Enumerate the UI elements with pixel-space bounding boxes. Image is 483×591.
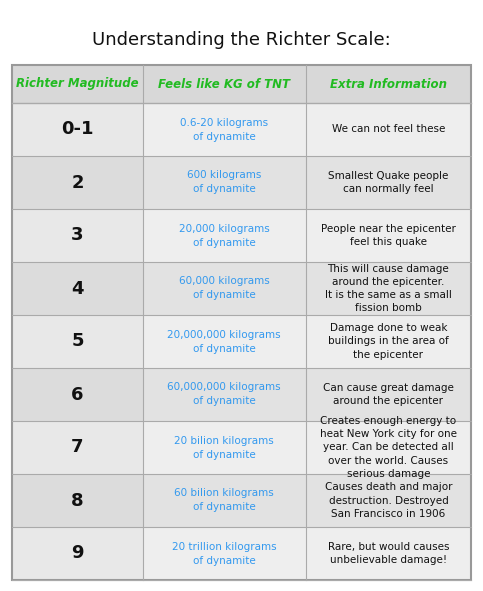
Bar bbox=[12, 474, 471, 527]
Text: Richter Magnitude: Richter Magnitude bbox=[16, 77, 139, 90]
Text: People near the epicenter
feel this quake: People near the epicenter feel this quak… bbox=[321, 224, 456, 247]
Bar bbox=[12, 103, 471, 156]
Text: Creates enough energy to
heat New York city for one
year. Can be detected all
ov: Creates enough energy to heat New York c… bbox=[320, 416, 457, 479]
Bar bbox=[12, 368, 471, 421]
Text: 20,000,000 kilograms
of dynamite: 20,000,000 kilograms of dynamite bbox=[168, 330, 281, 353]
Text: Rare, but would causes
unbelievable damage!: Rare, but would causes unbelievable dama… bbox=[327, 542, 449, 565]
Text: 60,000 kilograms
of dynamite: 60,000 kilograms of dynamite bbox=[179, 277, 270, 300]
Text: Can cause great damage
around the epicenter: Can cause great damage around the epicen… bbox=[323, 383, 454, 406]
Bar bbox=[12, 262, 471, 315]
Text: 2: 2 bbox=[71, 174, 84, 191]
Bar bbox=[12, 103, 143, 156]
Text: Smallest Quake people
can normally feel: Smallest Quake people can normally feel bbox=[328, 171, 449, 194]
Text: 0-1: 0-1 bbox=[61, 121, 94, 138]
Text: 6: 6 bbox=[71, 385, 84, 404]
Bar bbox=[12, 65, 471, 580]
Text: 8: 8 bbox=[71, 492, 84, 509]
Bar bbox=[12, 421, 471, 474]
Text: Feels like KG of TNT: Feels like KG of TNT bbox=[158, 77, 290, 90]
Bar bbox=[12, 315, 143, 368]
Text: 60 bilion kilograms
of dynamite: 60 bilion kilograms of dynamite bbox=[174, 489, 274, 512]
Bar bbox=[12, 262, 143, 315]
Bar bbox=[12, 65, 471, 580]
Text: 7: 7 bbox=[71, 439, 84, 456]
Bar bbox=[12, 209, 143, 262]
Bar bbox=[12, 474, 143, 527]
Text: Damage done to weak
buildings in the area of
the epicenter: Damage done to weak buildings in the are… bbox=[328, 323, 449, 360]
Text: This will cause damage
around the epicenter.
It is the same as a small
fission b: This will cause damage around the epicen… bbox=[325, 264, 452, 313]
Text: 5: 5 bbox=[71, 333, 84, 350]
Bar bbox=[12, 65, 471, 103]
Text: 0.6-20 kilograms
of dynamite: 0.6-20 kilograms of dynamite bbox=[180, 118, 269, 141]
Bar bbox=[12, 315, 471, 368]
Text: 3: 3 bbox=[71, 226, 84, 245]
Bar bbox=[12, 368, 143, 421]
Text: 20 trillion kilograms
of dynamite: 20 trillion kilograms of dynamite bbox=[172, 541, 277, 566]
Bar bbox=[12, 527, 143, 580]
Text: 20 bilion kilograms
of dynamite: 20 bilion kilograms of dynamite bbox=[174, 436, 274, 459]
Text: Extra Information: Extra Information bbox=[330, 77, 447, 90]
Bar bbox=[12, 421, 143, 474]
Text: Causes death and major
destruction. Destroyed
San Francisco in 1906: Causes death and major destruction. Dest… bbox=[325, 482, 452, 519]
Text: 20,000 kilograms
of dynamite: 20,000 kilograms of dynamite bbox=[179, 223, 270, 248]
Bar bbox=[12, 527, 471, 580]
Bar bbox=[12, 156, 143, 209]
Bar bbox=[12, 156, 471, 209]
Text: 4: 4 bbox=[71, 280, 84, 297]
Bar bbox=[12, 209, 471, 262]
Text: Understanding the Richter Scale:: Understanding the Richter Scale: bbox=[92, 31, 391, 49]
Text: 600 kilograms
of dynamite: 600 kilograms of dynamite bbox=[187, 170, 261, 194]
Text: 60,000,000 kilograms
of dynamite: 60,000,000 kilograms of dynamite bbox=[168, 382, 281, 407]
Text: We can not feel these: We can not feel these bbox=[332, 125, 445, 135]
Text: 9: 9 bbox=[71, 544, 84, 563]
